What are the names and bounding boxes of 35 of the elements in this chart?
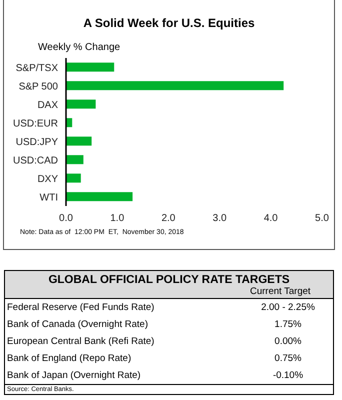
y-tick-label: USD:CAD xyxy=(12,155,58,166)
category-label: Federal Reserve (Fed Funds Rate) xyxy=(6,302,156,313)
bar xyxy=(66,100,96,109)
chart-title: A Solid Week for U.S. Equities xyxy=(82,16,256,30)
text: 0.00% xyxy=(274,336,302,347)
bar xyxy=(66,81,284,90)
x-tick-label: 4.0 xyxy=(264,213,278,224)
text: Current Target xyxy=(250,286,312,298)
x-tick-label: 5.0 xyxy=(315,213,330,224)
y-tick-label: USD:EUR xyxy=(12,118,58,130)
bar xyxy=(66,62,114,72)
y-tick-label: DAX xyxy=(37,100,58,111)
category-label: Bank of Japan (Overnight Rate) xyxy=(6,370,142,381)
y-tick-label: S&P/TSX xyxy=(16,62,58,74)
y-tick-label: WTI xyxy=(40,192,58,204)
x-tick-label: 0.0 xyxy=(59,213,74,224)
text: GLOBAL OFFICIAL POLICY RATE TARGETS xyxy=(47,273,291,286)
bar xyxy=(66,192,133,202)
text: 2.00 - 2.25% xyxy=(261,302,315,313)
y-tick-label: S&P 500 xyxy=(18,81,58,92)
x-tick-label: 3.0 xyxy=(212,213,227,224)
bar xyxy=(66,174,81,183)
y-tick-label: USD:JPY xyxy=(16,136,58,148)
y-tick-label: DXY xyxy=(37,174,58,185)
category-label: Bank of Canada (Overnight Rate) xyxy=(6,319,149,330)
category-label: European Central Bank (Refi Rate) xyxy=(6,336,156,347)
bar xyxy=(66,155,84,164)
text: 0.75% xyxy=(274,353,302,364)
x-tick-label: 2.0 xyxy=(161,213,176,224)
category-label: Bank of England (Repo Rate) xyxy=(6,353,132,364)
text: -0.10% xyxy=(272,370,304,381)
text: 1.75% xyxy=(274,319,302,330)
bar xyxy=(66,136,92,146)
x-tick-label: 1.0 xyxy=(110,213,125,224)
chart-subtitle: Weekly % Change xyxy=(38,42,120,53)
